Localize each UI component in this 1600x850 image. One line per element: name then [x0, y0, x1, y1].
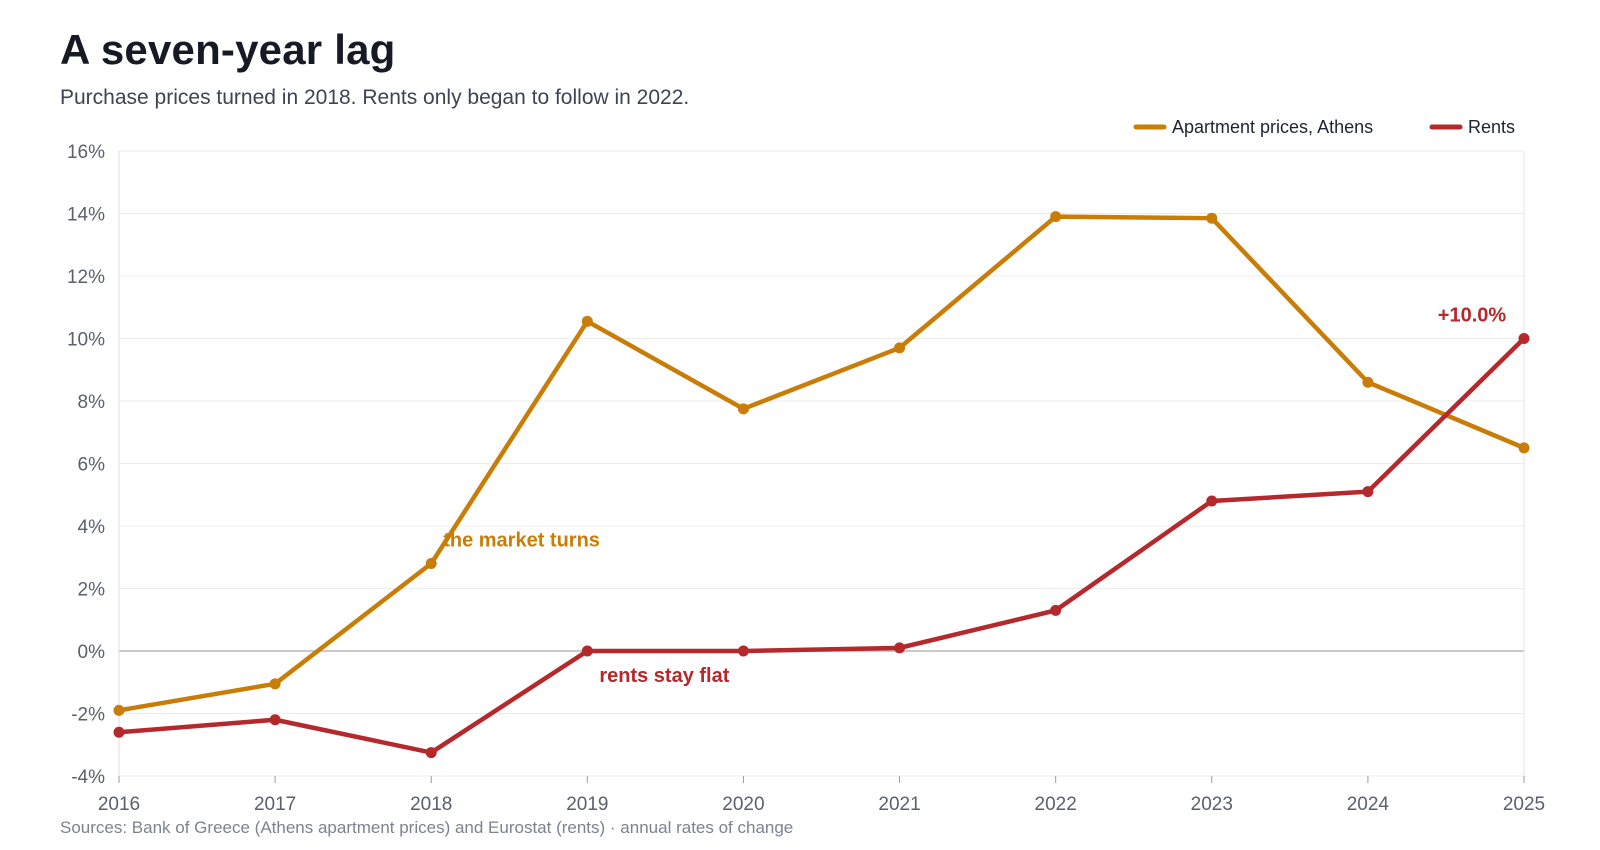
data-point-rents: [1050, 604, 1062, 616]
x-tick-label: 2018: [410, 794, 452, 815]
y-tick-label: 2%: [78, 580, 106, 601]
data-point-prices: [113, 704, 125, 716]
x-tick-label: 2023: [1191, 794, 1233, 815]
data-point-rents: [113, 726, 125, 738]
data-point-prices: [1050, 211, 1062, 223]
annotation-label: rents stay flat: [599, 665, 729, 687]
x-tick-label: 2017: [254, 794, 296, 815]
y-tick-label: 16%: [67, 142, 105, 163]
data-point-prices: [269, 678, 281, 690]
chart-subtitle: Purchase prices turned in 2018. Rents on…: [60, 86, 690, 109]
data-point-prices: [425, 558, 437, 569]
x-tick-label: 2020: [722, 794, 764, 815]
y-tick-label: -2%: [71, 705, 105, 726]
data-point-rents: [425, 747, 437, 759]
legend-label: Rents: [1468, 117, 1515, 137]
data-point-rents: [269, 714, 281, 726]
y-tick-label: 10%: [67, 330, 105, 351]
y-tick-label: 14%: [67, 205, 105, 226]
y-tick-label: 0%: [78, 642, 106, 663]
data-point-prices: [737, 403, 749, 415]
data-point-prices: [1518, 442, 1530, 454]
source-note: Sources: Bank of Greece (Athens apartmen…: [60, 818, 794, 837]
data-point-prices: [581, 315, 593, 327]
series-line-prices: [116, 214, 1527, 713]
series-line-rents: [116, 336, 1527, 755]
data-point-rents: [1518, 333, 1530, 344]
y-tick-label: 12%: [67, 267, 105, 288]
x-tick-label: 2025: [1503, 794, 1545, 815]
data-point-rents: [894, 642, 906, 654]
data-point-prices: [1362, 376, 1374, 388]
x-tick-label: 2024: [1347, 794, 1390, 815]
x-tick-label: 2022: [1035, 794, 1077, 815]
y-tick-label: 4%: [78, 517, 106, 538]
x-tick-label: 2016: [98, 794, 140, 815]
x-tick-label: 2019: [566, 794, 608, 815]
annotation-label: +10.0%: [1438, 305, 1507, 327]
chart-title: A seven-year lag: [60, 26, 396, 73]
data-point-rents: [1206, 495, 1218, 507]
legend-label: Apartment prices, Athens: [1172, 117, 1373, 137]
x-tick-label: 2021: [878, 794, 920, 815]
annotation-label: the market turns: [443, 530, 600, 552]
data-point-prices: [894, 342, 906, 354]
data-point-rents: [1362, 486, 1374, 498]
data-point-prices: [1206, 212, 1218, 224]
data-point-rents: [581, 645, 593, 657]
y-tick-label: -4%: [71, 767, 105, 788]
y-tick-label: 6%: [78, 455, 106, 476]
data-point-rents: [737, 645, 749, 657]
y-tick-label: 8%: [78, 392, 106, 413]
